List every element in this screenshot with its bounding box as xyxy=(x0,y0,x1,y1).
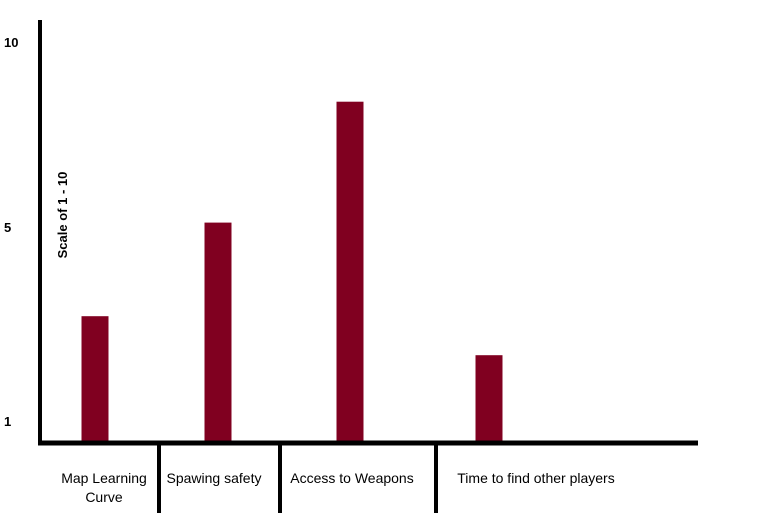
category-dividers xyxy=(157,441,438,513)
bar xyxy=(336,101,364,441)
bars xyxy=(81,101,503,441)
y-tick-label: 1 xyxy=(4,414,11,429)
bar xyxy=(81,316,109,441)
y-tick-label: 5 xyxy=(4,220,11,235)
x-category-label: Access to Weapons xyxy=(290,470,413,486)
y-axis-label: Scale of 1 - 10 xyxy=(55,172,70,259)
bar xyxy=(204,222,232,441)
x-category-label: Time to find other players xyxy=(457,470,614,486)
x-category-label: Spawing safety xyxy=(167,470,262,486)
y-tick-label: 10 xyxy=(4,35,18,50)
bar xyxy=(475,355,503,441)
x-category-labels: Map Learning Curve Spawing safety Access to… xyxy=(61,470,615,505)
x-category-label: Map Learning Curve xyxy=(61,470,147,505)
